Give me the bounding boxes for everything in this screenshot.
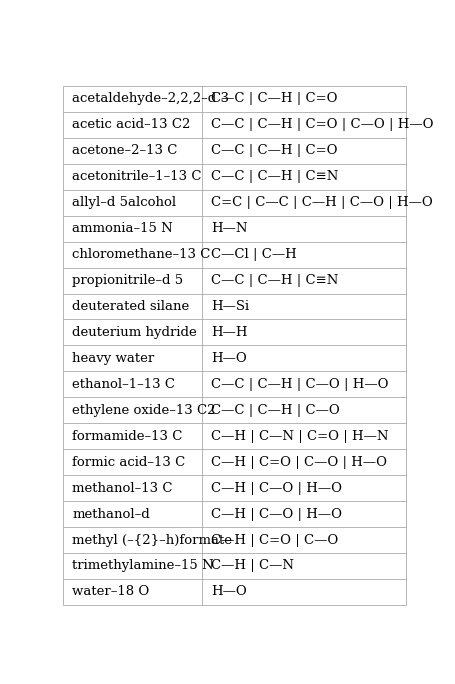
Text: trimethylamine–15 N: trimethylamine–15 N (72, 560, 214, 573)
Text: C—C | C—H | C=O | C—O | H—O: C—C | C—H | C=O | C—O | H—O (211, 118, 434, 131)
Text: chloromethane–13 C: chloromethane–13 C (72, 248, 211, 261)
Text: methanol–13 C: methanol–13 C (72, 482, 173, 495)
Text: H—O: H—O (211, 586, 247, 598)
Text: acetaldehyde–2,2,2–d 3: acetaldehyde–2,2,2–d 3 (72, 92, 229, 105)
Text: H—O: H—O (211, 352, 247, 365)
Text: C—H | C—O | H—O: C—H | C—O | H—O (211, 482, 342, 495)
Text: ethanol–1–13 C: ethanol–1–13 C (72, 378, 175, 391)
Text: deuterium hydride: deuterium hydride (72, 326, 197, 339)
Text: water–18 O: water–18 O (72, 586, 150, 598)
Text: C—H | C—O | H—O: C—H | C—O | H—O (211, 508, 342, 521)
Text: ethylene oxide–13 C2: ethylene oxide–13 C2 (72, 404, 216, 417)
Text: C—H | C—N | C=O | H—N: C—H | C—N | C=O | H—N (211, 430, 389, 443)
Text: H—Si: H—Si (211, 300, 249, 313)
Text: H—N: H—N (211, 222, 248, 235)
Text: C—C | C—H | C≡N: C—C | C—H | C≡N (211, 170, 339, 183)
Text: C—H | C—N: C—H | C—N (211, 560, 294, 573)
Text: H—H: H—H (211, 326, 248, 339)
Text: acetonitrile–1–13 C: acetonitrile–1–13 C (72, 170, 202, 183)
Text: methyl (–{2}–h)formate: methyl (–{2}–h)formate (72, 534, 233, 547)
Text: C—C | C—H | C≡N: C—C | C—H | C≡N (211, 274, 339, 287)
Text: methanol–d: methanol–d (72, 508, 150, 521)
Text: acetic acid–13 C2: acetic acid–13 C2 (72, 118, 191, 131)
Text: propionitrile–d 5: propionitrile–d 5 (72, 274, 183, 287)
Text: C—H | C=O | C—O: C—H | C=O | C—O (211, 534, 339, 547)
Text: deuterated silane: deuterated silane (72, 300, 190, 313)
Text: heavy water: heavy water (72, 352, 155, 365)
Text: C—C | C—H | C=O: C—C | C—H | C=O (211, 144, 338, 157)
Text: C—C | C—H | C=O: C—C | C—H | C=O (211, 92, 338, 105)
Text: allyl–d 5alcohol: allyl–d 5alcohol (72, 196, 177, 209)
Text: C—H | C=O | C—O | H—O: C—H | C=O | C—O | H—O (211, 456, 387, 469)
Text: formamide–13 C: formamide–13 C (72, 430, 183, 443)
Text: C=C | C—C | C—H | C—O | H—O: C=C | C—C | C—H | C—O | H—O (211, 196, 433, 209)
Text: ammonia–15 N: ammonia–15 N (72, 222, 173, 235)
Text: C—C | C—H | C—O: C—C | C—H | C—O (211, 404, 340, 417)
Text: acetone–2–13 C: acetone–2–13 C (72, 144, 178, 157)
Text: C—C | C—H | C—O | H—O: C—C | C—H | C—O | H—O (211, 378, 389, 391)
Text: formic acid–13 C: formic acid–13 C (72, 456, 186, 469)
Text: C—Cl | C—H: C—Cl | C—H (211, 248, 297, 261)
